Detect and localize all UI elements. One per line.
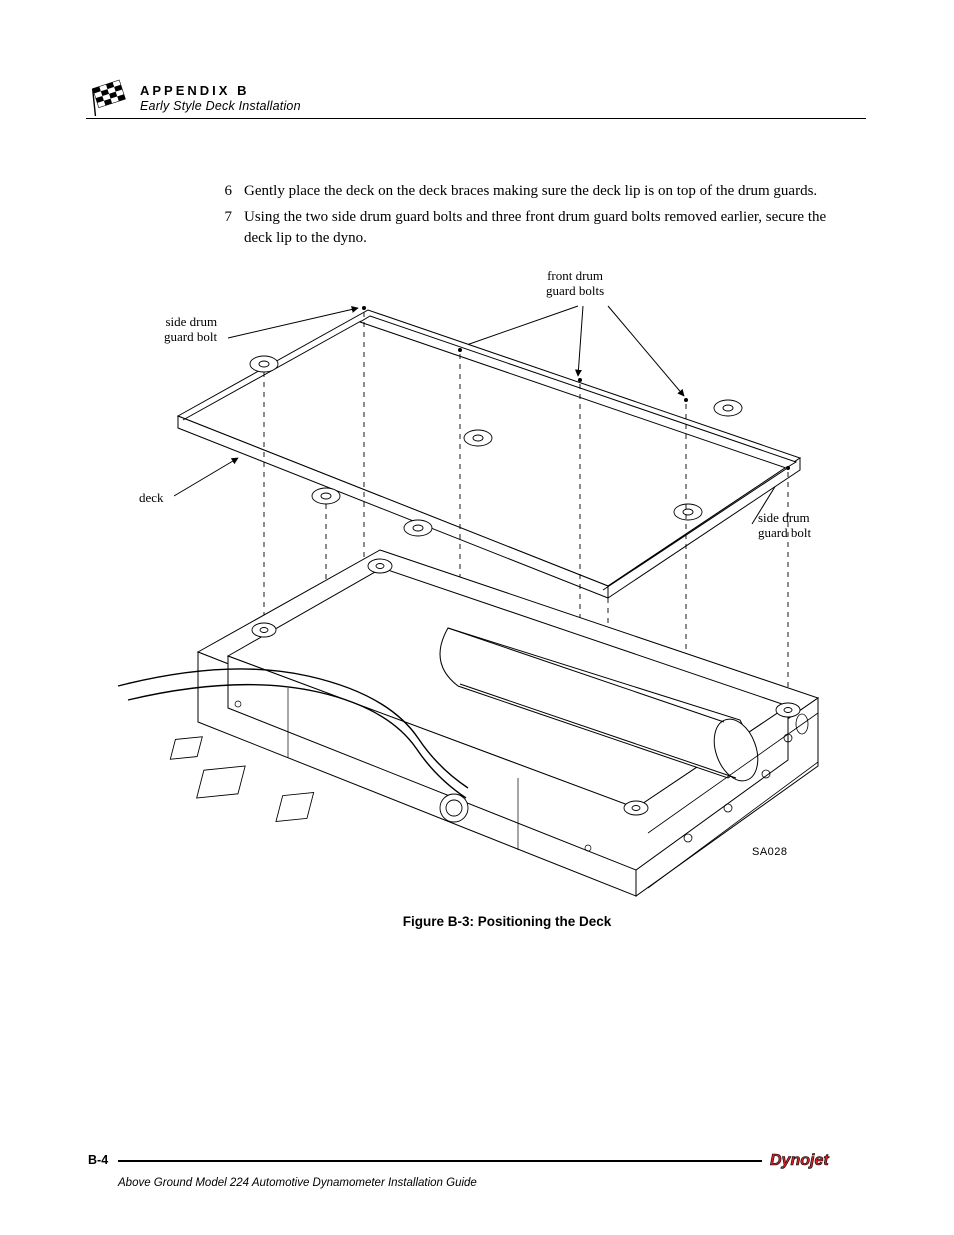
footer-rule (118, 1160, 762, 1162)
step-item: 7 Using the two side drum guard bolts an… (216, 207, 856, 248)
step-text: Using the two side drum guard bolts and … (244, 207, 856, 248)
checkered-flag-icon (86, 78, 132, 116)
step-text: Gently place the deck on the deck braces… (244, 181, 856, 201)
step-number: 6 (216, 181, 244, 201)
body-content: 6 Gently place the deck on the deck brac… (216, 181, 856, 248)
appendix-label: APPENDIX B (140, 83, 301, 99)
figure-b3: front drum guard bolts side drum guard b… (88, 268, 868, 908)
brand-text: Dynojet (770, 1152, 829, 1169)
page-header: APPENDIX B Early Style Deck Installation (86, 78, 866, 119)
doc-title: Above Ground Model 224 Automotive Dynamo… (118, 1177, 477, 1189)
step-number: 7 (216, 207, 244, 248)
header-text-block: APPENDIX B Early Style Deck Installation (140, 83, 301, 116)
figure-caption: Figure B-3: Positioning the Deck (148, 914, 866, 929)
page-number: B-4 (88, 1153, 108, 1167)
page-footer: B-4 Dynojet (88, 1149, 866, 1171)
dynojet-logo: Dynojet (770, 1149, 866, 1171)
deck-positioning-diagram (88, 268, 868, 908)
appendix-subtitle: Early Style Deck Installation (140, 99, 301, 115)
step-item: 6 Gently place the deck on the deck brac… (216, 181, 856, 201)
page: APPENDIX B Early Style Deck Installation… (0, 0, 954, 1235)
